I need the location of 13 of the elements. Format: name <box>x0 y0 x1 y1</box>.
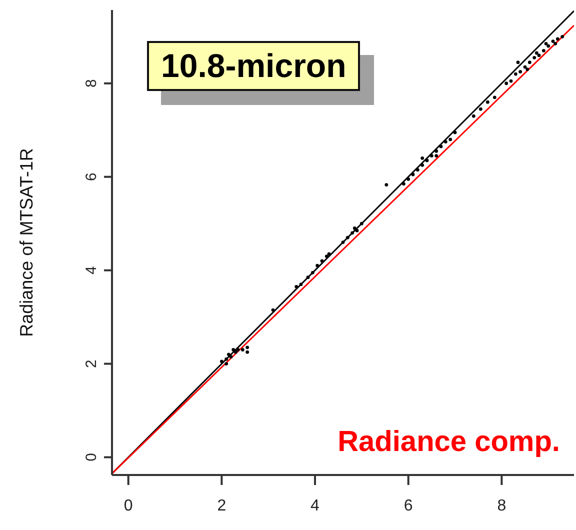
x-tick-label: 0 <box>124 497 133 514</box>
y-tick-label: 6 <box>83 172 100 182</box>
x-tick-label: 6 <box>404 497 413 514</box>
y-tick-label: 4 <box>83 266 100 274</box>
y-axis-title: Radiance of MTSAT-1R <box>16 148 36 337</box>
annotation: Radiance comp. <box>338 426 560 459</box>
x-tick-label: 4 <box>310 497 320 514</box>
x-tick-label: 2 <box>217 497 226 514</box>
text: 10.8-micron <box>147 41 360 91</box>
y-tick-label: 8 <box>83 79 100 88</box>
y-tick-label: 2 <box>83 360 100 368</box>
x-tick-label: 8 <box>497 497 506 514</box>
y-tick-label: 0 <box>83 453 100 462</box>
